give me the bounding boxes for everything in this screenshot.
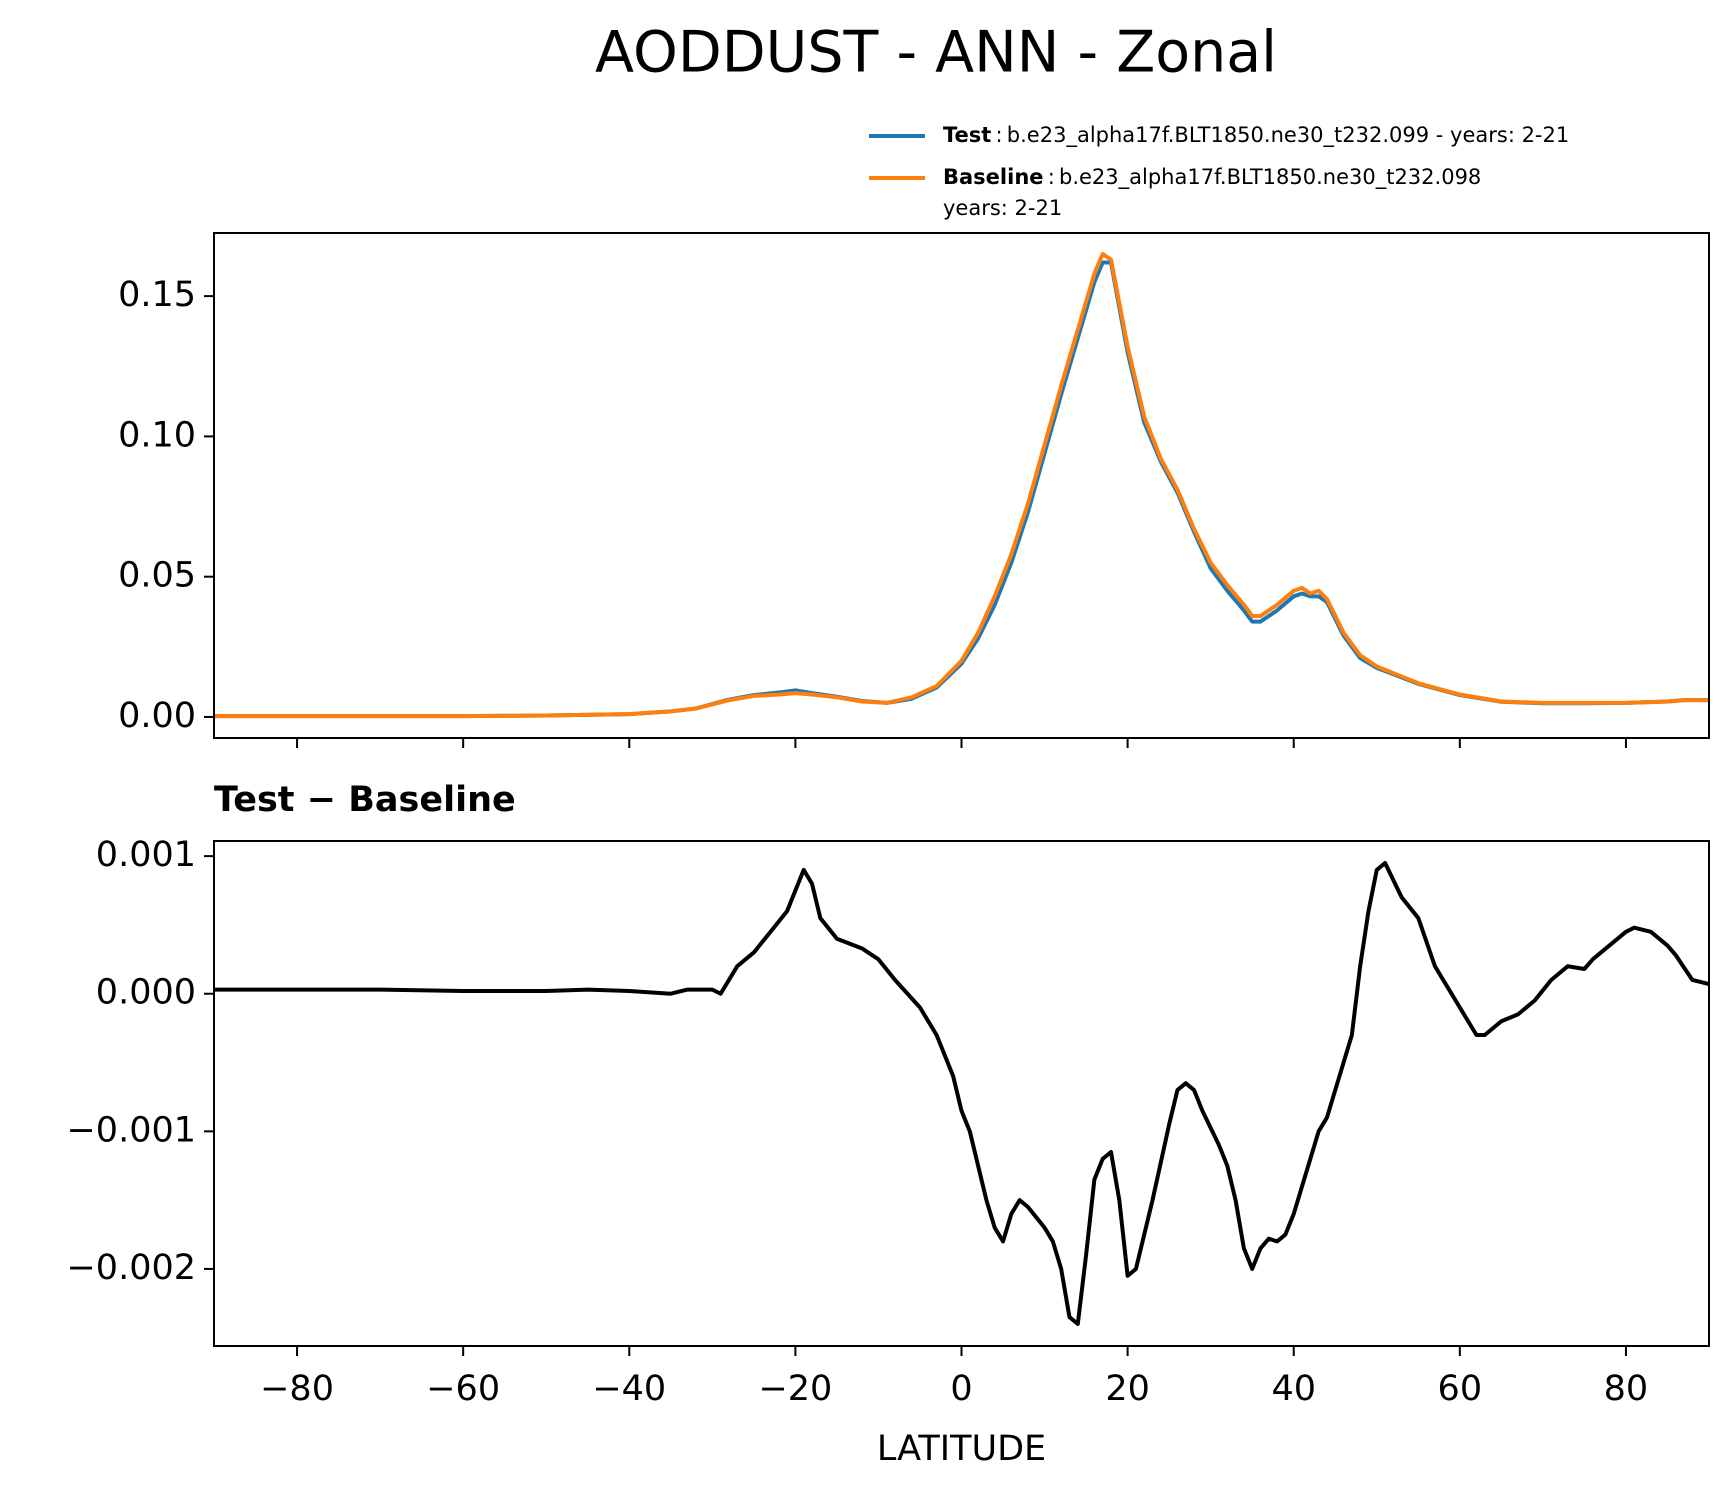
legend-name: Baseline (943, 165, 1044, 189)
x-tick-label: 40 (1271, 1369, 1316, 1409)
legend-separator: : (1044, 165, 1059, 189)
legend-label: Baseline : b.e23_alpha17f.BLT1850.ne30_t… (943, 165, 1481, 190)
legend-text: b.e23_alpha17f.BLT1850.ne30_t232.099 - y… (1007, 123, 1569, 148)
x-tick-label: 20 (1105, 1369, 1150, 1409)
y-tick-label: 0.00 (118, 696, 196, 736)
y-tick-label: 0.001 (96, 835, 196, 875)
y-tick-label: 0.000 (96, 973, 196, 1013)
x-tick-label: −60 (426, 1369, 500, 1409)
x-tick-label: 80 (1604, 1369, 1649, 1409)
legend-label: Test : b.e23_alpha17f.BLT1850.ne30_t232.… (943, 123, 1569, 148)
chart-title: AODDUST - ANN - Zonal (595, 20, 1277, 86)
y-tick-label: 0.05 (118, 556, 196, 596)
axes-frame (213, 232, 1710, 739)
legend-text: years: 2-21 (943, 196, 1062, 220)
data-line (214, 252, 1709, 719)
x-tick-label: −40 (592, 1369, 666, 1409)
x-tick-label: 0 (950, 1369, 972, 1409)
y-tick-label: −0.001 (66, 1110, 196, 1150)
subplot-title: Test − Baseline (214, 780, 516, 820)
x-tick-label: 60 (1438, 1369, 1483, 1409)
x-tick-label: −80 (260, 1369, 334, 1409)
axes-frame (213, 840, 1710, 1347)
x-tick-label: −20 (758, 1369, 832, 1409)
y-tick-label: 0.10 (118, 415, 196, 455)
legend-name: Test (943, 123, 991, 147)
legend-separator: : (991, 123, 1006, 147)
y-tick-label: 0.15 (118, 275, 196, 315)
x-axis-label: LATITUDE (877, 1429, 1046, 1469)
y-tick-label: −0.002 (66, 1248, 196, 1288)
data-line (214, 260, 1709, 719)
data-line (214, 861, 1709, 1326)
legend-text: b.e23_alpha17f.BLT1850.ne30_t232.098 (1059, 165, 1481, 190)
